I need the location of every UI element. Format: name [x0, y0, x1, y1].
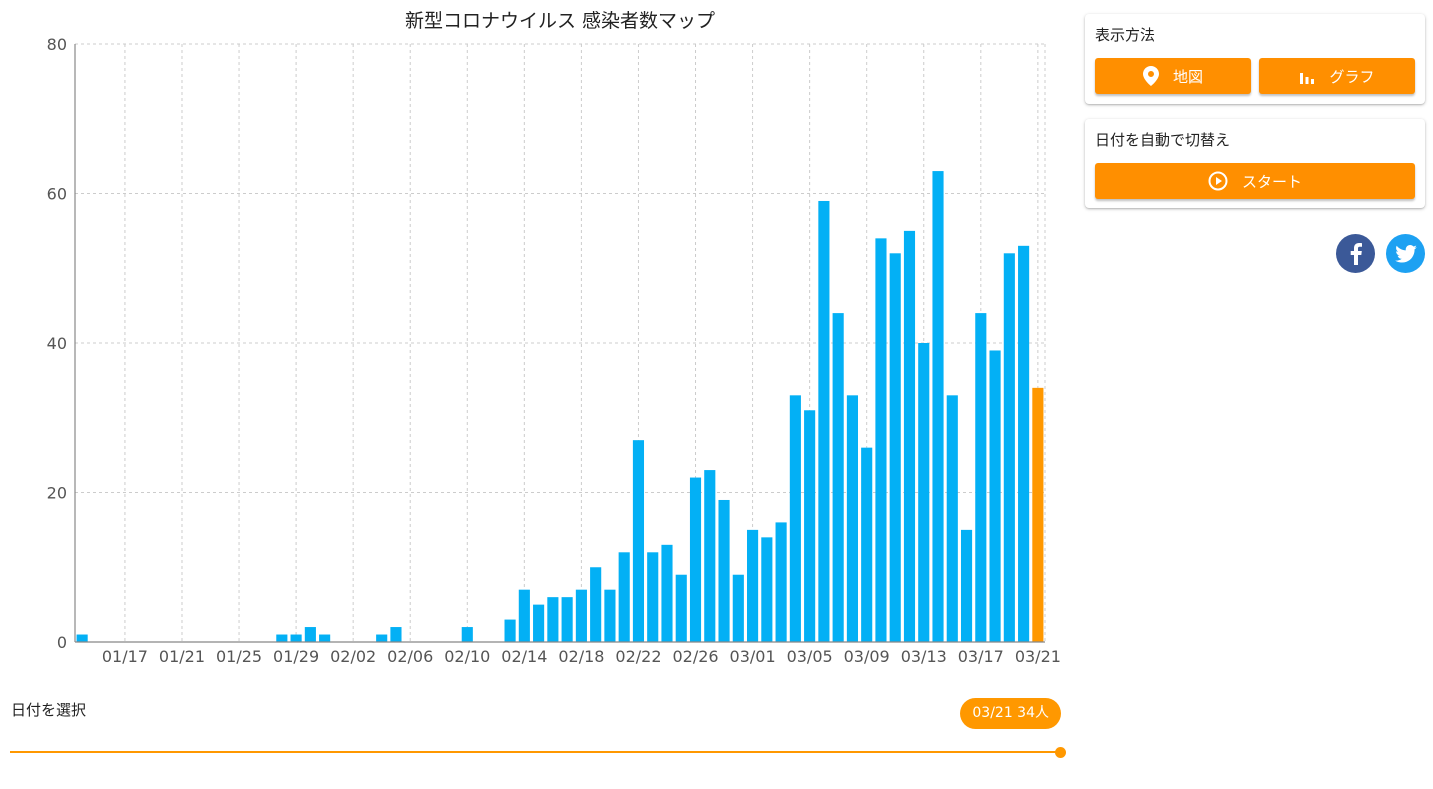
bar-02-17: [561, 597, 573, 642]
bar-03-12: [903, 230, 916, 642]
bar-03-13: [918, 343, 930, 642]
bar-02-27: [704, 470, 716, 642]
x-tick-label: 02/02: [330, 647, 376, 666]
bar-03-19: [1003, 253, 1015, 643]
bar-02-19: [590, 567, 602, 642]
bar-03-11: [889, 253, 901, 643]
bar-03-20: [1018, 245, 1030, 642]
bar-03-14: [932, 171, 944, 642]
x-tick-label: 03/13: [901, 647, 947, 666]
start-button[interactable]: スタート: [1095, 163, 1415, 199]
auto-switch-title: 日付を自動で切替え: [1095, 131, 1231, 149]
bar-02-13: [504, 619, 516, 642]
x-tick-label: 03/17: [958, 647, 1004, 666]
bar-03-06: [818, 200, 830, 642]
display-method-panel: 表示方法 地図 グラフ: [1085, 14, 1425, 104]
bar-02-24: [661, 544, 673, 642]
bar-01-29: [290, 634, 302, 642]
bar-03-10: [875, 238, 887, 642]
auto-switch-panel: 日付を自動で切替え スタート: [1085, 119, 1425, 208]
graph-button[interactable]: グラフ: [1259, 58, 1415, 94]
bar-02-15: [533, 604, 545, 642]
map-button[interactable]: 地図: [1095, 58, 1251, 94]
map-button-label: 地図: [1172, 67, 1203, 86]
graph-button-label: グラフ: [1329, 67, 1375, 86]
x-tick-label: 01/25: [216, 647, 262, 666]
bar-02-29: [732, 574, 744, 642]
x-tick-label: 02/22: [615, 647, 661, 666]
bar-03-05: [804, 410, 816, 642]
facebook-icon: [1350, 242, 1362, 265]
bar-02-26: [689, 477, 702, 642]
bar-02-04: [376, 634, 388, 642]
bar-03-18: [989, 350, 1001, 642]
bar-03-21: [1032, 387, 1044, 642]
x-tick-label: 01/17: [102, 647, 148, 666]
y-tick-label: 0: [57, 633, 67, 652]
bar-01-14: [76, 634, 88, 642]
bar-02-16: [547, 597, 559, 642]
x-tick-label: 03/01: [730, 647, 776, 666]
x-tick-label: 02/10: [444, 647, 490, 666]
date-slider-section: 日付を選択 03/21 34人: [0, 690, 1075, 789]
bar-03-02: [761, 537, 773, 642]
bar-03-15: [946, 395, 958, 642]
x-tick-label: 02/14: [501, 647, 547, 666]
bar-02-20: [604, 589, 616, 642]
bar-03-08: [846, 395, 858, 642]
facebook-share-button[interactable]: [1336, 234, 1375, 273]
bar-02-10: [461, 627, 473, 642]
bar-01-31: [319, 634, 331, 642]
bar-02-18: [575, 589, 587, 642]
x-tick-label: 01/29: [273, 647, 319, 666]
display-method-title: 表示方法: [1095, 26, 1156, 44]
y-tick-label: 80: [47, 35, 67, 54]
bar-03-07: [832, 313, 844, 642]
x-tick-label: 02/26: [672, 647, 718, 666]
x-tick-label: 01/21: [159, 647, 205, 666]
x-tick-label: 03/21: [1015, 647, 1061, 666]
start-button-label: スタート: [1241, 172, 1302, 191]
bar-02-14: [518, 589, 530, 642]
bar-01-30: [304, 627, 316, 642]
y-tick-label: 60: [47, 185, 67, 204]
twitter-share-button[interactable]: [1386, 234, 1425, 273]
bar-03-17: [975, 313, 987, 642]
x-tick-label: 02/06: [387, 647, 433, 666]
chart-title: 新型コロナウイルス 感染者数マップ: [404, 10, 716, 32]
slider-value-badge: 03/21 34人: [960, 698, 1061, 729]
bar-01-28: [276, 634, 288, 642]
date-slider-track[interactable]: [10, 751, 1062, 753]
bar-03-09: [861, 447, 873, 642]
bar-03-04: [789, 395, 801, 642]
twitter-icon: [1394, 244, 1417, 263]
chart-area: 新型コロナウイルス 感染者数マップ 0 20 40 60 80 01/17 01/21 01/…: [47, 10, 1061, 666]
bar-03-03: [775, 522, 787, 642]
bar-02-25: [675, 574, 687, 642]
date-slider-thumb[interactable]: [1055, 747, 1066, 758]
x-tick-label: 03/09: [844, 647, 890, 666]
bar-02-05: [390, 627, 402, 642]
y-tick-label: 20: [47, 484, 67, 503]
play-circle-icon: [1208, 171, 1228, 191]
map-pin-icon: [1142, 66, 1159, 86]
bar-chart: 0 20 40 60 80 01/17 01/21 01/25 01/29 02/02 02/06 0…: [47, 35, 1061, 666]
bar-03-01: [747, 529, 759, 642]
bar-02-23: [647, 552, 659, 642]
bar-03-16: [960, 529, 973, 642]
x-tick-label: 03/05: [787, 647, 833, 666]
bar-chart-icon: [1300, 73, 1315, 84]
slider-label: 日付を選択: [11, 701, 87, 719]
bar-02-28: [718, 499, 730, 642]
bar-02-21: [618, 552, 630, 642]
x-tick-label: 02/18: [558, 647, 604, 666]
bar-02-22: [632, 440, 645, 642]
y-tick-label: 40: [47, 334, 67, 353]
